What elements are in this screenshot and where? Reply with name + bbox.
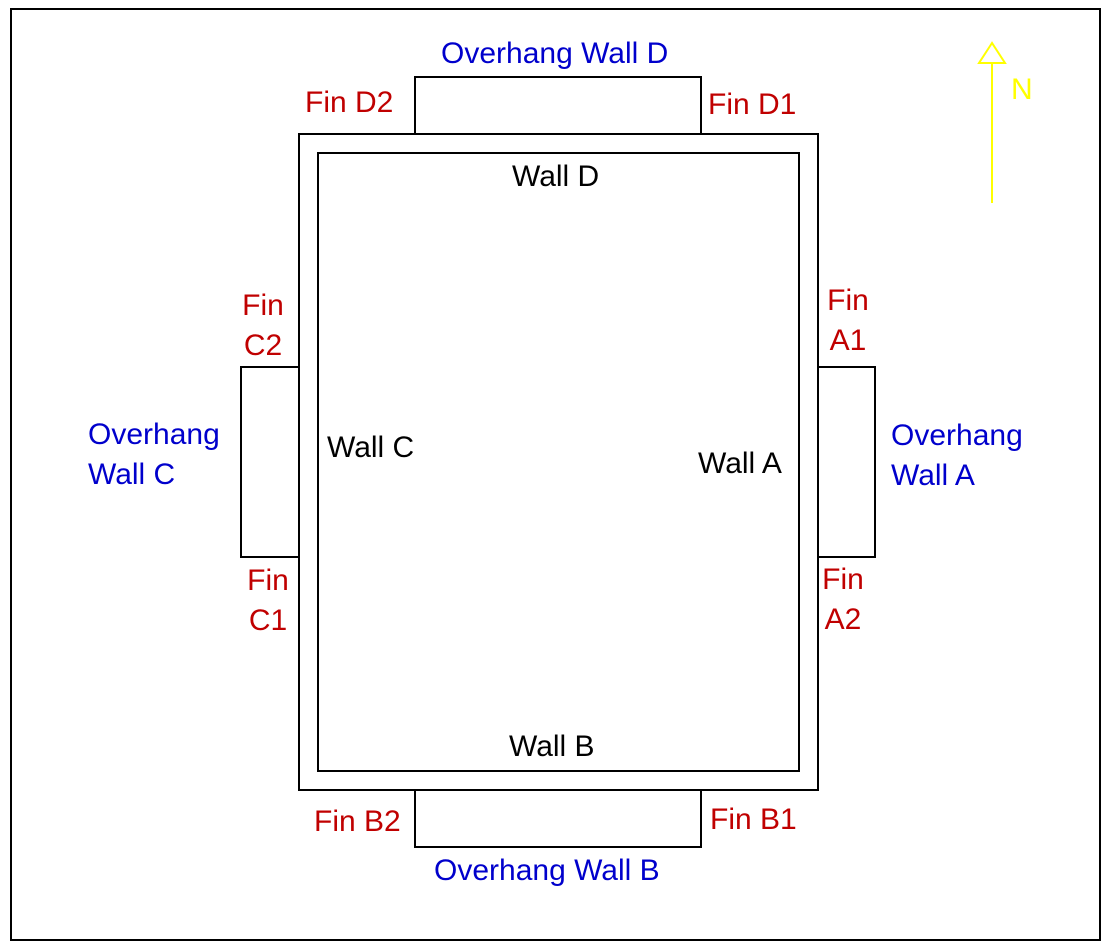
fin-c2-line2: C2: [243, 329, 283, 362]
wall-c-label: Wall C: [327, 431, 415, 464]
fin-c2-line1: Fin: [242, 289, 284, 322]
fin-b2-label: Fin B2: [314, 805, 401, 838]
overhang-wall-a-line1: Overhang: [891, 419, 1023, 452]
fin-c1-line1: Fin: [247, 564, 289, 597]
fin-a1-label: Fin A1: [825, 281, 871, 361]
overhang-wall-a-label: Overhang Wall A: [891, 416, 1023, 496]
fin-a2-label: Fin A2: [820, 560, 866, 640]
overhang-wall-c-line1: Overhang: [88, 418, 220, 451]
overhang-a-shape: [817, 366, 876, 558]
wall-d-label: Wall D: [512, 160, 600, 193]
north-label: N: [1011, 73, 1033, 106]
wall-b-label: Wall B: [509, 730, 595, 763]
overhang-wall-c-line2: Wall C: [88, 458, 176, 491]
fin-a2-line1: Fin: [822, 563, 864, 596]
fin-a2-line2: A2: [824, 603, 862, 636]
fin-a1-line2: A1: [829, 324, 867, 357]
overhang-b-shape: [414, 789, 702, 848]
overhang-wall-b-label: Overhang Wall B: [434, 854, 660, 887]
overhang-wall-d-label: Overhang Wall D: [441, 37, 669, 70]
overhang-wall-c-label: Overhang Wall C: [88, 415, 220, 495]
fin-d1-label: Fin D1: [708, 88, 797, 121]
north-arrow-icon: [977, 41, 1007, 203]
fin-c1-label: Fin C1: [245, 561, 291, 641]
fin-c2-label: Fin C2: [240, 286, 286, 366]
wall-a-label: Wall A: [698, 447, 782, 480]
fin-c1-line2: C1: [248, 604, 288, 637]
overhang-d-shape: [414, 76, 702, 135]
overhang-wall-a-line2: Wall A: [891, 459, 975, 492]
building-inner-outline: [317, 152, 800, 772]
fin-d2-label: Fin D2: [305, 86, 394, 119]
outer-frame: [10, 8, 1101, 941]
overhang-c-shape: [240, 366, 300, 558]
fin-b1-label: Fin B1: [710, 803, 797, 836]
fin-a1-line1: Fin: [827, 284, 869, 317]
